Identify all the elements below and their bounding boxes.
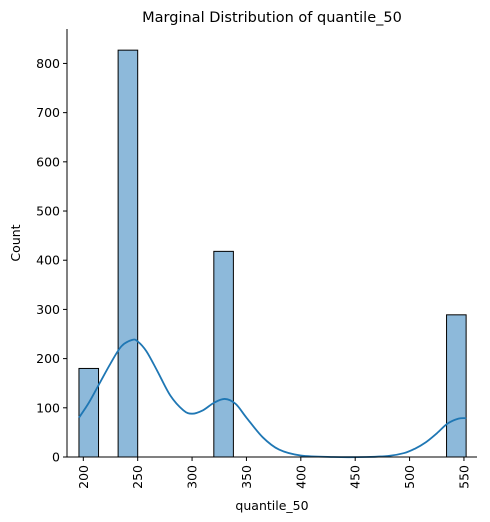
histogram-bar <box>117 49 139 458</box>
x-tick-label: 350 <box>239 465 254 489</box>
x-tick-label: 450 <box>348 465 363 489</box>
y-axis-ticks: 0 100 200 300 400 500 600 700 800 <box>36 56 67 465</box>
x-tick-label: 300 <box>185 465 200 489</box>
y-tick-label: 600 <box>36 154 60 169</box>
x-axis-label: quantile_50 <box>235 498 308 513</box>
x-tick-label: 200 <box>76 465 91 489</box>
y-tick-label: 0 <box>52 450 60 465</box>
chart-title: Marginal Distribution of quantile_50 <box>142 10 402 26</box>
x-axis-ticks: 200 250 300 350 400 450 500 550 <box>76 457 471 489</box>
y-tick-label: 700 <box>36 105 60 120</box>
x-tick-label: 400 <box>293 465 308 489</box>
y-axis-label: Count <box>8 224 23 261</box>
y-tick-label: 300 <box>36 302 60 317</box>
y-tick-label: 800 <box>36 56 60 71</box>
kde-line <box>78 338 467 459</box>
histogram-bar <box>213 250 234 458</box>
x-tick-label: 500 <box>402 465 417 489</box>
histogram-bar <box>446 314 467 458</box>
x-tick-label: 550 <box>456 465 471 489</box>
y-tick-label: 400 <box>36 253 60 268</box>
y-tick-label: 100 <box>36 400 60 415</box>
y-tick-label: 200 <box>36 351 60 366</box>
histogram-bars <box>78 49 467 458</box>
x-tick-label: 250 <box>130 465 145 489</box>
y-tick-label: 500 <box>36 204 60 219</box>
